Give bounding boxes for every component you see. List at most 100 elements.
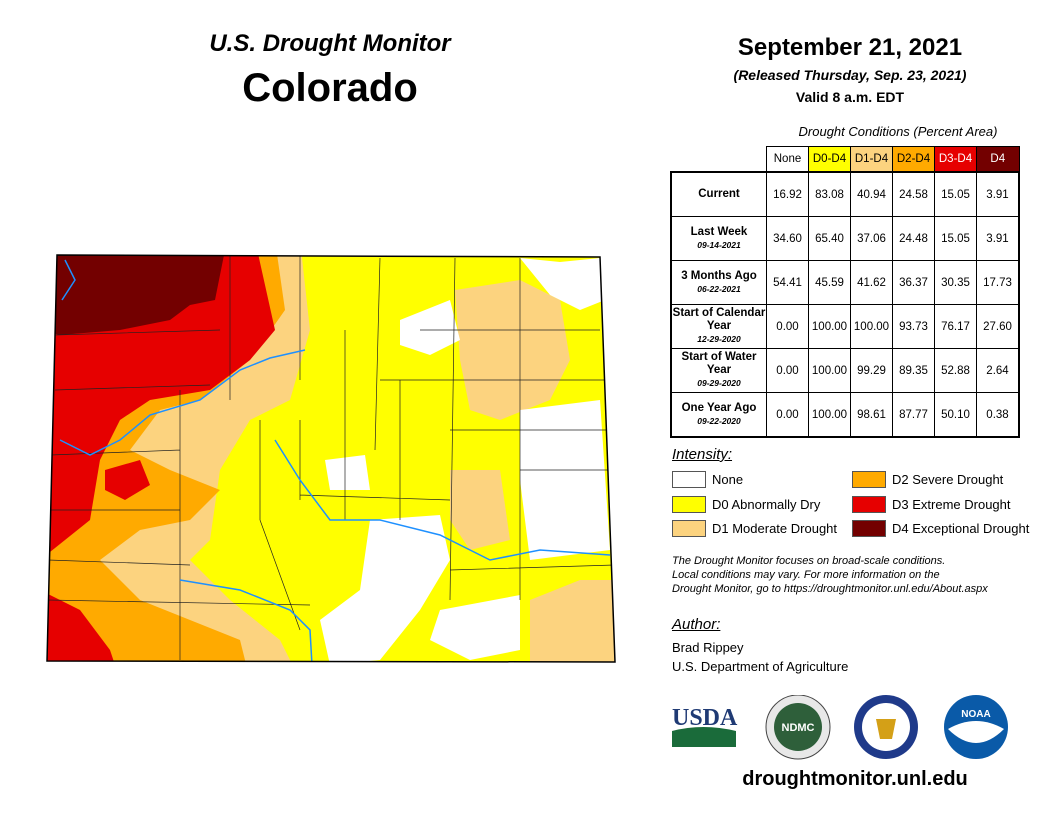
table-cell: 50.10	[934, 392, 977, 438]
legend-label: None	[712, 472, 744, 487]
green-river	[61, 259, 76, 301]
header-blank	[671, 147, 767, 173]
ndmc-logo: NDMC	[765, 695, 831, 760]
table-cell: 41.62	[850, 260, 893, 305]
arkansas-river	[274, 439, 611, 561]
table-cell: 3.91	[976, 216, 1020, 261]
table-cell: 17.73	[976, 260, 1020, 305]
table-cell: 65.40	[808, 216, 851, 261]
legend-item: D2 Severe Drought	[852, 471, 1003, 488]
d3-region-southwest	[47, 590, 120, 662]
none-region-east	[520, 400, 610, 560]
table-cell: 37.06	[850, 216, 893, 261]
table-cell: 30.35	[934, 260, 977, 305]
author-org: U.S. Department of Agriculture	[672, 659, 849, 674]
table-cell: 0.38	[976, 392, 1020, 438]
legend-label: D4 Exceptional Drought	[892, 521, 1030, 536]
website-url[interactable]: droughtmonitor.unl.edu	[742, 768, 968, 790]
col-d4: D4	[976, 146, 1020, 173]
state-border	[46, 254, 616, 663]
row-label-text: Start of Water Year	[681, 351, 757, 376]
legend-item: D3 Extreme Drought	[852, 496, 1011, 513]
row-label: Start of Water Year 09-29-2020	[670, 348, 767, 393]
table-row: Current 16.92 83.08 40.94 24.58 15.05 3.91	[670, 171, 1020, 217]
row-label-text: Start of Calendar Year	[672, 307, 766, 332]
table-cell: 76.17	[934, 304, 977, 349]
intensity-title: Intensity:	[672, 446, 733, 463]
none-region-southeast	[430, 595, 520, 660]
table-cell: 54.41	[766, 260, 809, 305]
colorado-river	[59, 349, 306, 456]
table-cell: 0.00	[766, 392, 809, 438]
col-d0-d4: D0-D4	[808, 146, 851, 173]
table-cell: 83.08	[808, 171, 851, 217]
note-line: Drought Monitor, go to https://droughtmo…	[672, 583, 988, 595]
legend-item: D0 Abnormally Dry	[672, 496, 820, 513]
note-line: The Drought Monitor focuses on broad-sca…	[672, 555, 946, 567]
d1-region-east	[450, 470, 510, 550]
row-label: Last Week 09-14-2021	[670, 216, 767, 261]
drought-map	[46, 254, 616, 663]
author-title: Author:	[672, 616, 721, 633]
table-cell: 2.64	[976, 348, 1020, 393]
table-cell: 98.61	[850, 392, 893, 438]
logos: USDA NDMC NOAA	[672, 695, 1008, 760]
table-cell: 93.73	[892, 304, 935, 349]
table-row: One Year Ago 09-22-2020 0.00 100.00 98.61 87.…	[670, 392, 1020, 438]
table-cell: 0.00	[766, 304, 809, 349]
table-cell: 24.48	[892, 216, 935, 261]
table-row: Last Week 09-14-2021 34.60 65.40 37.06 24.48 1…	[670, 216, 1020, 261]
legend-item: D1 Moderate Drought	[672, 520, 837, 537]
legend-label: D3 Extreme Drought	[892, 497, 1011, 512]
map-title: U.S. Drought Monitor	[209, 30, 451, 57]
row-label: 3 Months Ago 06-22-2021	[670, 260, 767, 305]
row-date: 09-29-2020	[697, 378, 741, 388]
none-region-south	[320, 515, 450, 662]
row-label: One Year Ago 09-22-2020	[670, 392, 767, 438]
row-date: 09-22-2020	[697, 415, 741, 426]
release-date: (Released Thursday, Sep. 23, 2021)	[733, 67, 967, 83]
legend-swatch	[852, 520, 886, 537]
row-label-text: 3 Months Ago	[681, 269, 757, 282]
usda-logo: USDA	[672, 705, 738, 747]
table-row: Start of Calendar Year 12-29-2020 0.00 100.…	[670, 304, 1020, 349]
none-region-central	[325, 455, 370, 490]
legend-swatch	[852, 471, 886, 488]
table-cell: 34.60	[766, 216, 809, 261]
table-cell: 15.05	[934, 216, 977, 261]
col-d2-d4: D2-D4	[892, 146, 935, 173]
state-name: Colorado	[242, 66, 418, 110]
table-cell: 40.94	[850, 171, 893, 217]
table-cell: 87.77	[892, 392, 935, 438]
author-name: Brad Rippey	[672, 640, 744, 655]
row-label-text: Current	[698, 188, 740, 200]
col-d1-d4: D1-D4	[850, 146, 893, 173]
svg-text:NDMC: NDMC	[782, 722, 815, 734]
table-cell: 100.00	[808, 348, 851, 393]
legend-swatch	[852, 496, 886, 513]
note-line: Local conditions may vary. For more info…	[672, 569, 940, 581]
row-label-text: Last Week	[690, 225, 748, 238]
map-date: September 21, 2021	[737, 34, 963, 61]
col-d3-d4: D3-D4	[934, 146, 977, 173]
table-cell: 100.00	[850, 304, 893, 349]
table-cell: 36.37	[892, 260, 935, 305]
svg-text:NOAA: NOAA	[961, 709, 990, 720]
table-cell: 99.29	[850, 348, 893, 393]
table-header-row: None D0-D4 D1-D4 D2-D4 D3-D4 D4	[671, 146, 1020, 173]
svg-text:USDA: USDA	[672, 705, 738, 731]
legend-label: D1 Moderate Drought	[712, 521, 838, 536]
table-cell: 16.92	[766, 171, 809, 217]
rio-grande	[179, 579, 313, 662]
d1-region-northeast	[455, 280, 570, 420]
d1-region-southeast	[530, 580, 615, 662]
table-cell: 15.05	[934, 171, 977, 217]
drought-conditions-table: None D0-D4 D1-D4 D2-D4 D3-D4 D4 Current 1…	[670, 146, 1020, 438]
table-cell: 45.59	[808, 260, 851, 305]
d3-region-central-west	[105, 460, 150, 500]
table-cell: 100.00	[808, 392, 851, 438]
commerce-seal-logo	[854, 695, 918, 759]
table-cell: 24.58	[892, 171, 935, 217]
table-cell: 0.00	[766, 348, 809, 393]
row-label: Current	[670, 171, 767, 217]
